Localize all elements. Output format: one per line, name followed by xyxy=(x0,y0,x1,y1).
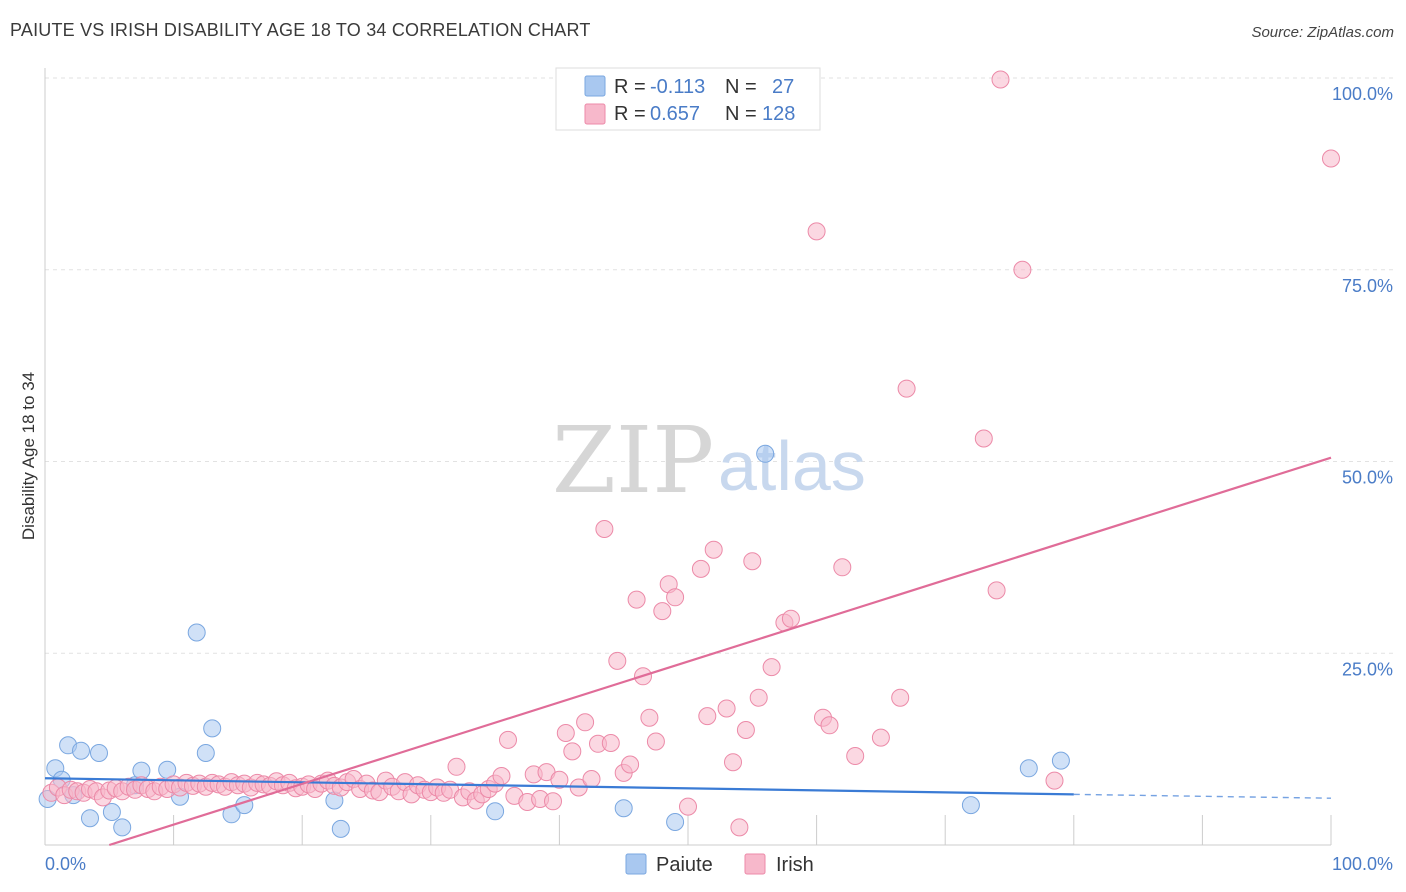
legend-label-paiute: Paiute xyxy=(656,854,713,876)
paiute-point-21 xyxy=(486,802,505,821)
chart-title: PAIUTE VS IRISH DISABILITY AGE 18 TO 34 … xyxy=(10,20,591,40)
irish-point-78 xyxy=(550,770,569,789)
paiute-point-14 xyxy=(187,623,206,642)
paiute-point-20 xyxy=(331,819,350,838)
paiute-point-7 xyxy=(90,744,108,762)
irish-point-86 xyxy=(601,734,620,752)
irish-point-89 xyxy=(621,755,640,774)
irish-point-122 xyxy=(1045,771,1064,790)
irish-point-98 xyxy=(691,559,710,578)
paiute-point-26 xyxy=(1019,759,1038,778)
paiute-point-24 xyxy=(756,444,775,463)
paiute-point-8 xyxy=(102,803,121,821)
stats-swatch-irish xyxy=(584,103,606,125)
paiute-trend-extension xyxy=(1073,793,1332,799)
paiute-point-22 xyxy=(614,799,633,818)
irish-trend-line xyxy=(108,456,1332,847)
grid-lines xyxy=(45,77,1393,654)
series-legend: Paiute Irish xyxy=(625,853,814,876)
irish-point-115 xyxy=(871,728,890,747)
stats-n-label-irish: N = xyxy=(725,103,757,125)
y-tick-label-0: 100.0% xyxy=(1332,84,1393,104)
irish-point-110 xyxy=(807,222,826,241)
y-tick-labels: 100.0% 75.0% 50.0% 25.0% xyxy=(1332,84,1393,679)
irish-point-106 xyxy=(749,688,768,707)
paiute-trend-line xyxy=(44,777,1074,796)
irish-point-103 xyxy=(730,818,749,837)
irish-point-63 xyxy=(447,757,466,776)
irish-point-92 xyxy=(640,708,659,727)
legend-swatch-irish xyxy=(744,853,766,875)
irish-point-120 xyxy=(991,70,1010,89)
irish-point-117 xyxy=(897,379,916,398)
paiute-point-25 xyxy=(961,796,980,815)
paiute-point-27 xyxy=(1051,751,1070,770)
y-tick-label-1: 75.0% xyxy=(1342,276,1393,296)
irish-point-123 xyxy=(1322,149,1340,168)
stats-r-label-paiute: R = xyxy=(614,76,646,98)
irish-point-119 xyxy=(987,581,1006,600)
paiute-point-16 xyxy=(203,719,222,738)
irish-point-87 xyxy=(608,651,627,670)
watermark: ZIP atlas xyxy=(552,407,866,514)
paiute-point-23 xyxy=(666,813,685,831)
irish-point-116 xyxy=(891,688,910,707)
stats-r-value-irish: 0.657 xyxy=(650,103,700,125)
irish-point-113 xyxy=(833,558,852,577)
irish-point-85 xyxy=(595,520,614,538)
watermark-atlas: atlas xyxy=(718,427,866,505)
stats-r-value-paiute: -0.113 xyxy=(650,76,705,98)
legend-label-irish: Irish xyxy=(776,854,814,876)
irish-points xyxy=(42,70,1340,837)
irish-point-90 xyxy=(627,590,646,609)
y-tick-label-3: 25.0% xyxy=(1342,659,1393,679)
irish-point-101 xyxy=(717,699,736,718)
irish-point-118 xyxy=(974,429,993,448)
irish-point-100 xyxy=(704,540,723,559)
paiute-point-6 xyxy=(81,809,99,828)
irish-point-94 xyxy=(653,602,672,621)
x-tick-label-max: 100.0% xyxy=(1332,854,1393,874)
y-tick-label-2: 50.0% xyxy=(1342,468,1393,488)
irish-point-70 xyxy=(492,767,511,785)
stats-n-label-paiute: N = xyxy=(725,76,757,98)
stats-swatch-paiute xyxy=(584,75,606,97)
irish-point-97 xyxy=(679,797,697,816)
trend-lines xyxy=(44,456,1332,847)
irish-point-77 xyxy=(544,792,562,811)
x-tick-label-min: 0.0% xyxy=(45,854,86,874)
legend-swatch-paiute xyxy=(625,853,647,875)
irish-point-109 xyxy=(781,609,800,628)
irish-point-79 xyxy=(556,724,575,742)
irish-point-71 xyxy=(499,730,517,749)
irish-point-99 xyxy=(698,707,717,726)
x-tick-marks xyxy=(173,815,1332,845)
irish-point-102 xyxy=(724,753,742,772)
irish-point-82 xyxy=(576,713,595,732)
stats-n-value-irish: 128 xyxy=(762,103,795,125)
irish-point-112 xyxy=(820,716,839,735)
paiute-point-15 xyxy=(196,744,215,762)
y-axis-title: Disability Age 18 to 34 xyxy=(19,372,38,540)
irish-point-121 xyxy=(1013,260,1032,279)
irish-point-83 xyxy=(582,770,601,788)
stats-legend: R = -0.113 N = 27 R = 0.657 N = 128 xyxy=(555,67,821,131)
paiute-point-5 xyxy=(72,741,90,760)
watermark-zip: ZIP xyxy=(552,407,714,514)
irish-point-114 xyxy=(846,747,865,765)
irish-point-107 xyxy=(762,658,781,677)
irish-point-80 xyxy=(563,742,582,761)
irish-point-93 xyxy=(646,732,665,751)
irish-point-104 xyxy=(736,721,755,739)
paiute-point-9 xyxy=(113,818,132,837)
stats-r-label-irish: R = xyxy=(614,103,646,125)
irish-point-96 xyxy=(666,588,685,607)
stats-n-value-paiute: 27 xyxy=(772,76,794,98)
irish-point-105 xyxy=(743,552,762,571)
source-credit: Source: ZipAtlas.com xyxy=(1251,24,1394,41)
